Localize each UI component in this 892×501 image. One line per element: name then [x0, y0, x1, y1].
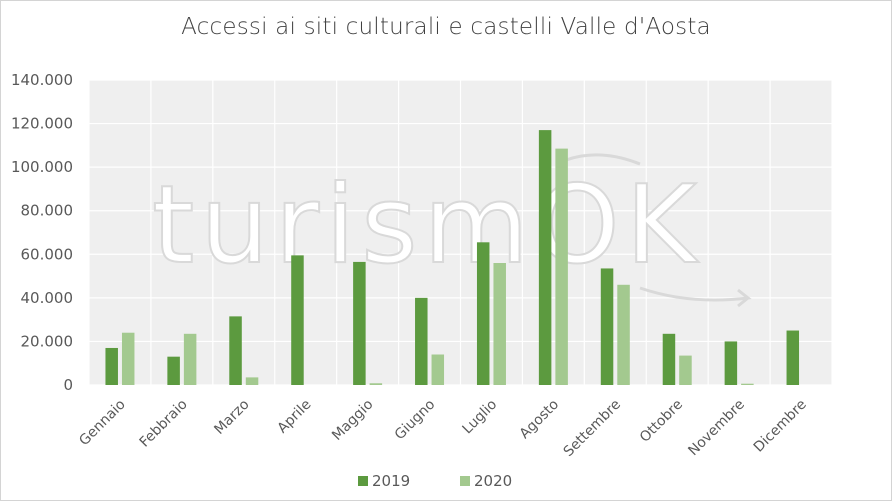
bars: [105, 130, 800, 385]
y-tick-label: 100.000: [11, 158, 73, 176]
legend-label-2019: 2019: [372, 472, 410, 490]
x-tick-label: Agosto: [517, 397, 563, 443]
y-tick-label: 60.000: [21, 245, 74, 263]
x-tick-label: Maggio: [329, 397, 376, 444]
bar-2019-ottobre: [662, 333, 676, 385]
bar-2020-luglio: [493, 263, 506, 385]
y-tick-label: 140.000: [11, 71, 73, 89]
watermark-arrow-bottom-icon: [639, 286, 752, 308]
bar-2019-luglio: [476, 242, 490, 385]
y-tick-label: 40.000: [21, 289, 74, 307]
y-tick-label: 120.000: [11, 115, 73, 133]
bar-2020-settembre: [617, 284, 630, 385]
bar-2019-dicembre: [786, 330, 800, 385]
x-tick-label: Aprile: [274, 397, 314, 437]
watermark-logo: turismOK: [151, 153, 752, 308]
legend-swatch-2019: [358, 476, 368, 486]
bar-2020-giugno: [431, 354, 445, 385]
x-tick-label: Novembre: [685, 397, 748, 460]
x-tick-label: Gennaio: [76, 397, 129, 450]
x-tick-label: Febbraio: [137, 397, 191, 451]
y-tick-label: 80.000: [21, 202, 74, 220]
y-tick-label: 0: [63, 376, 73, 394]
bar-2019-novembre: [724, 341, 738, 385]
x-tick-label: Dicembre: [751, 397, 810, 456]
bar-2020-agosto: [555, 148, 568, 385]
bar-2020-ottobre: [679, 355, 692, 385]
bar-2020-marzo: [245, 377, 259, 385]
watermark-text: turismOK: [152, 163, 703, 288]
gridlines: [88, 79, 833, 386]
chart-title: Accessi ai siti culturali e castelli Val…: [181, 14, 711, 40]
bar-2020-gennaio: [121, 332, 135, 385]
legend: 2019 2020: [358, 472, 512, 490]
x-tick-label: Marzo: [211, 397, 252, 438]
bar-2019-febbraio: [167, 356, 180, 385]
legend-swatch-2020: [460, 476, 470, 486]
legend-label-2020: 2020: [474, 472, 512, 490]
bar-2019-agosto: [538, 130, 552, 385]
bar-2020-maggio: [369, 383, 383, 385]
bar-2019-marzo: [229, 316, 242, 385]
y-axis-ticks: 0 20.000 40.000 60.000 80.000 100.000 120.000 1…: [11, 71, 73, 394]
bar-2020-febbraio: [183, 333, 197, 385]
bar-2020-novembre: [741, 383, 754, 385]
y-tick-label: 20.000: [21, 332, 74, 350]
bar-2019-giugno: [415, 297, 428, 385]
x-axis-ticks: Gennaio Febbraio Marzo Aprile Maggio Giugno Lu…: [76, 397, 810, 460]
bar-2019-maggio: [353, 261, 366, 385]
x-tick-label: Giugno: [392, 397, 439, 444]
bar-2019-gennaio: [105, 347, 118, 385]
x-tick-label: Settembre: [561, 397, 624, 460]
x-tick-label: Luglio: [460, 397, 501, 438]
bar-2019-aprile: [291, 255, 304, 385]
x-tick-label: Ottobre: [637, 397, 686, 446]
watermark-arrow-top-icon: [565, 153, 641, 166]
bar-2019-settembre: [600, 268, 614, 385]
